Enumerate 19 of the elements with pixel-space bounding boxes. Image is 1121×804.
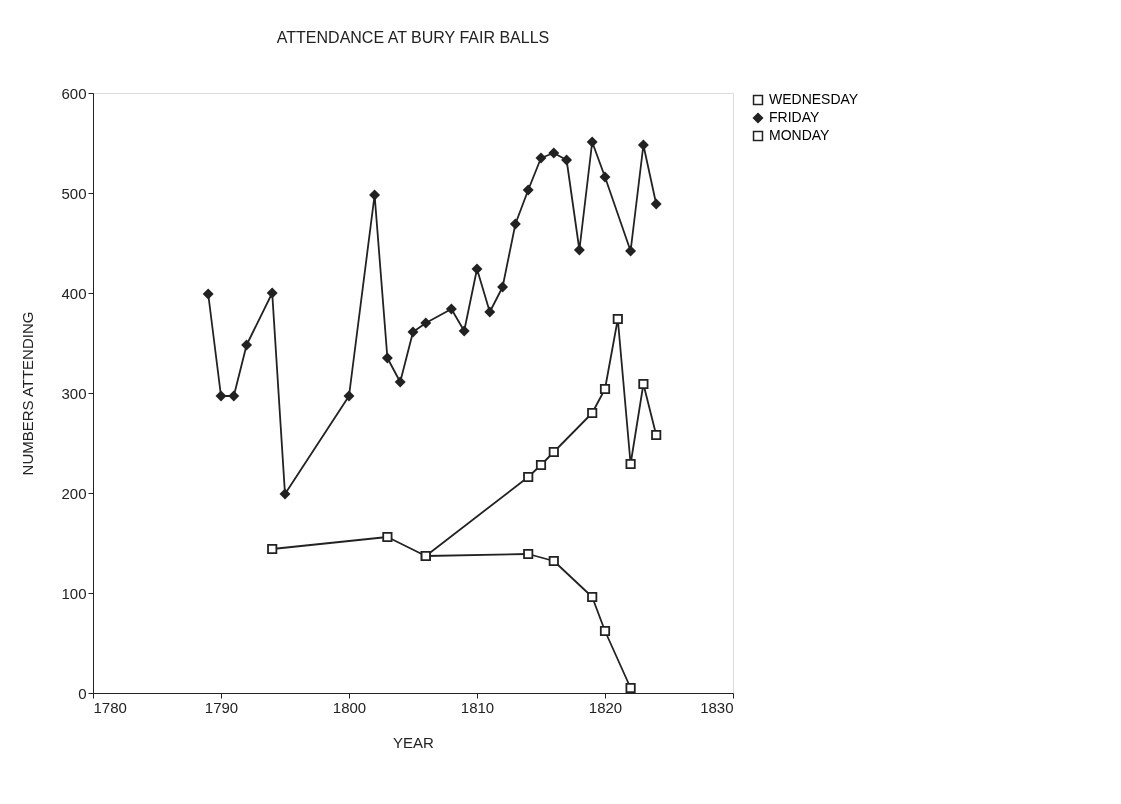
y-tick-label: 100	[61, 584, 87, 602]
y-tick-label: 500	[61, 184, 87, 202]
y-tick-label: 400	[61, 284, 87, 302]
y-tick-label: 300	[61, 384, 87, 402]
y-tick-label: 200	[61, 484, 87, 502]
x-tick-label: 1780	[93, 698, 127, 716]
y-axis-title: NUMBERS ATTENDING	[19, 311, 37, 476]
legend-label: WEDNESDAY	[769, 91, 859, 107]
y-tick-label: 600	[61, 84, 87, 102]
x-axis-title: YEAR	[393, 733, 435, 751]
y-tick-label: 0	[78, 684, 87, 702]
x-tick-label: 1820	[588, 698, 623, 716]
chart-title: ATTENDANCE AT BURY FAIR BALLS	[276, 29, 550, 46]
x-tick-label: 1810	[460, 698, 495, 716]
legend-label: MONDAY	[769, 127, 831, 143]
x-tick-label: 1790	[204, 698, 239, 716]
legend-label: FRIDAY	[769, 109, 820, 125]
x-tick-label: 1830	[700, 698, 734, 716]
x-tick-label: 1800	[332, 698, 367, 716]
